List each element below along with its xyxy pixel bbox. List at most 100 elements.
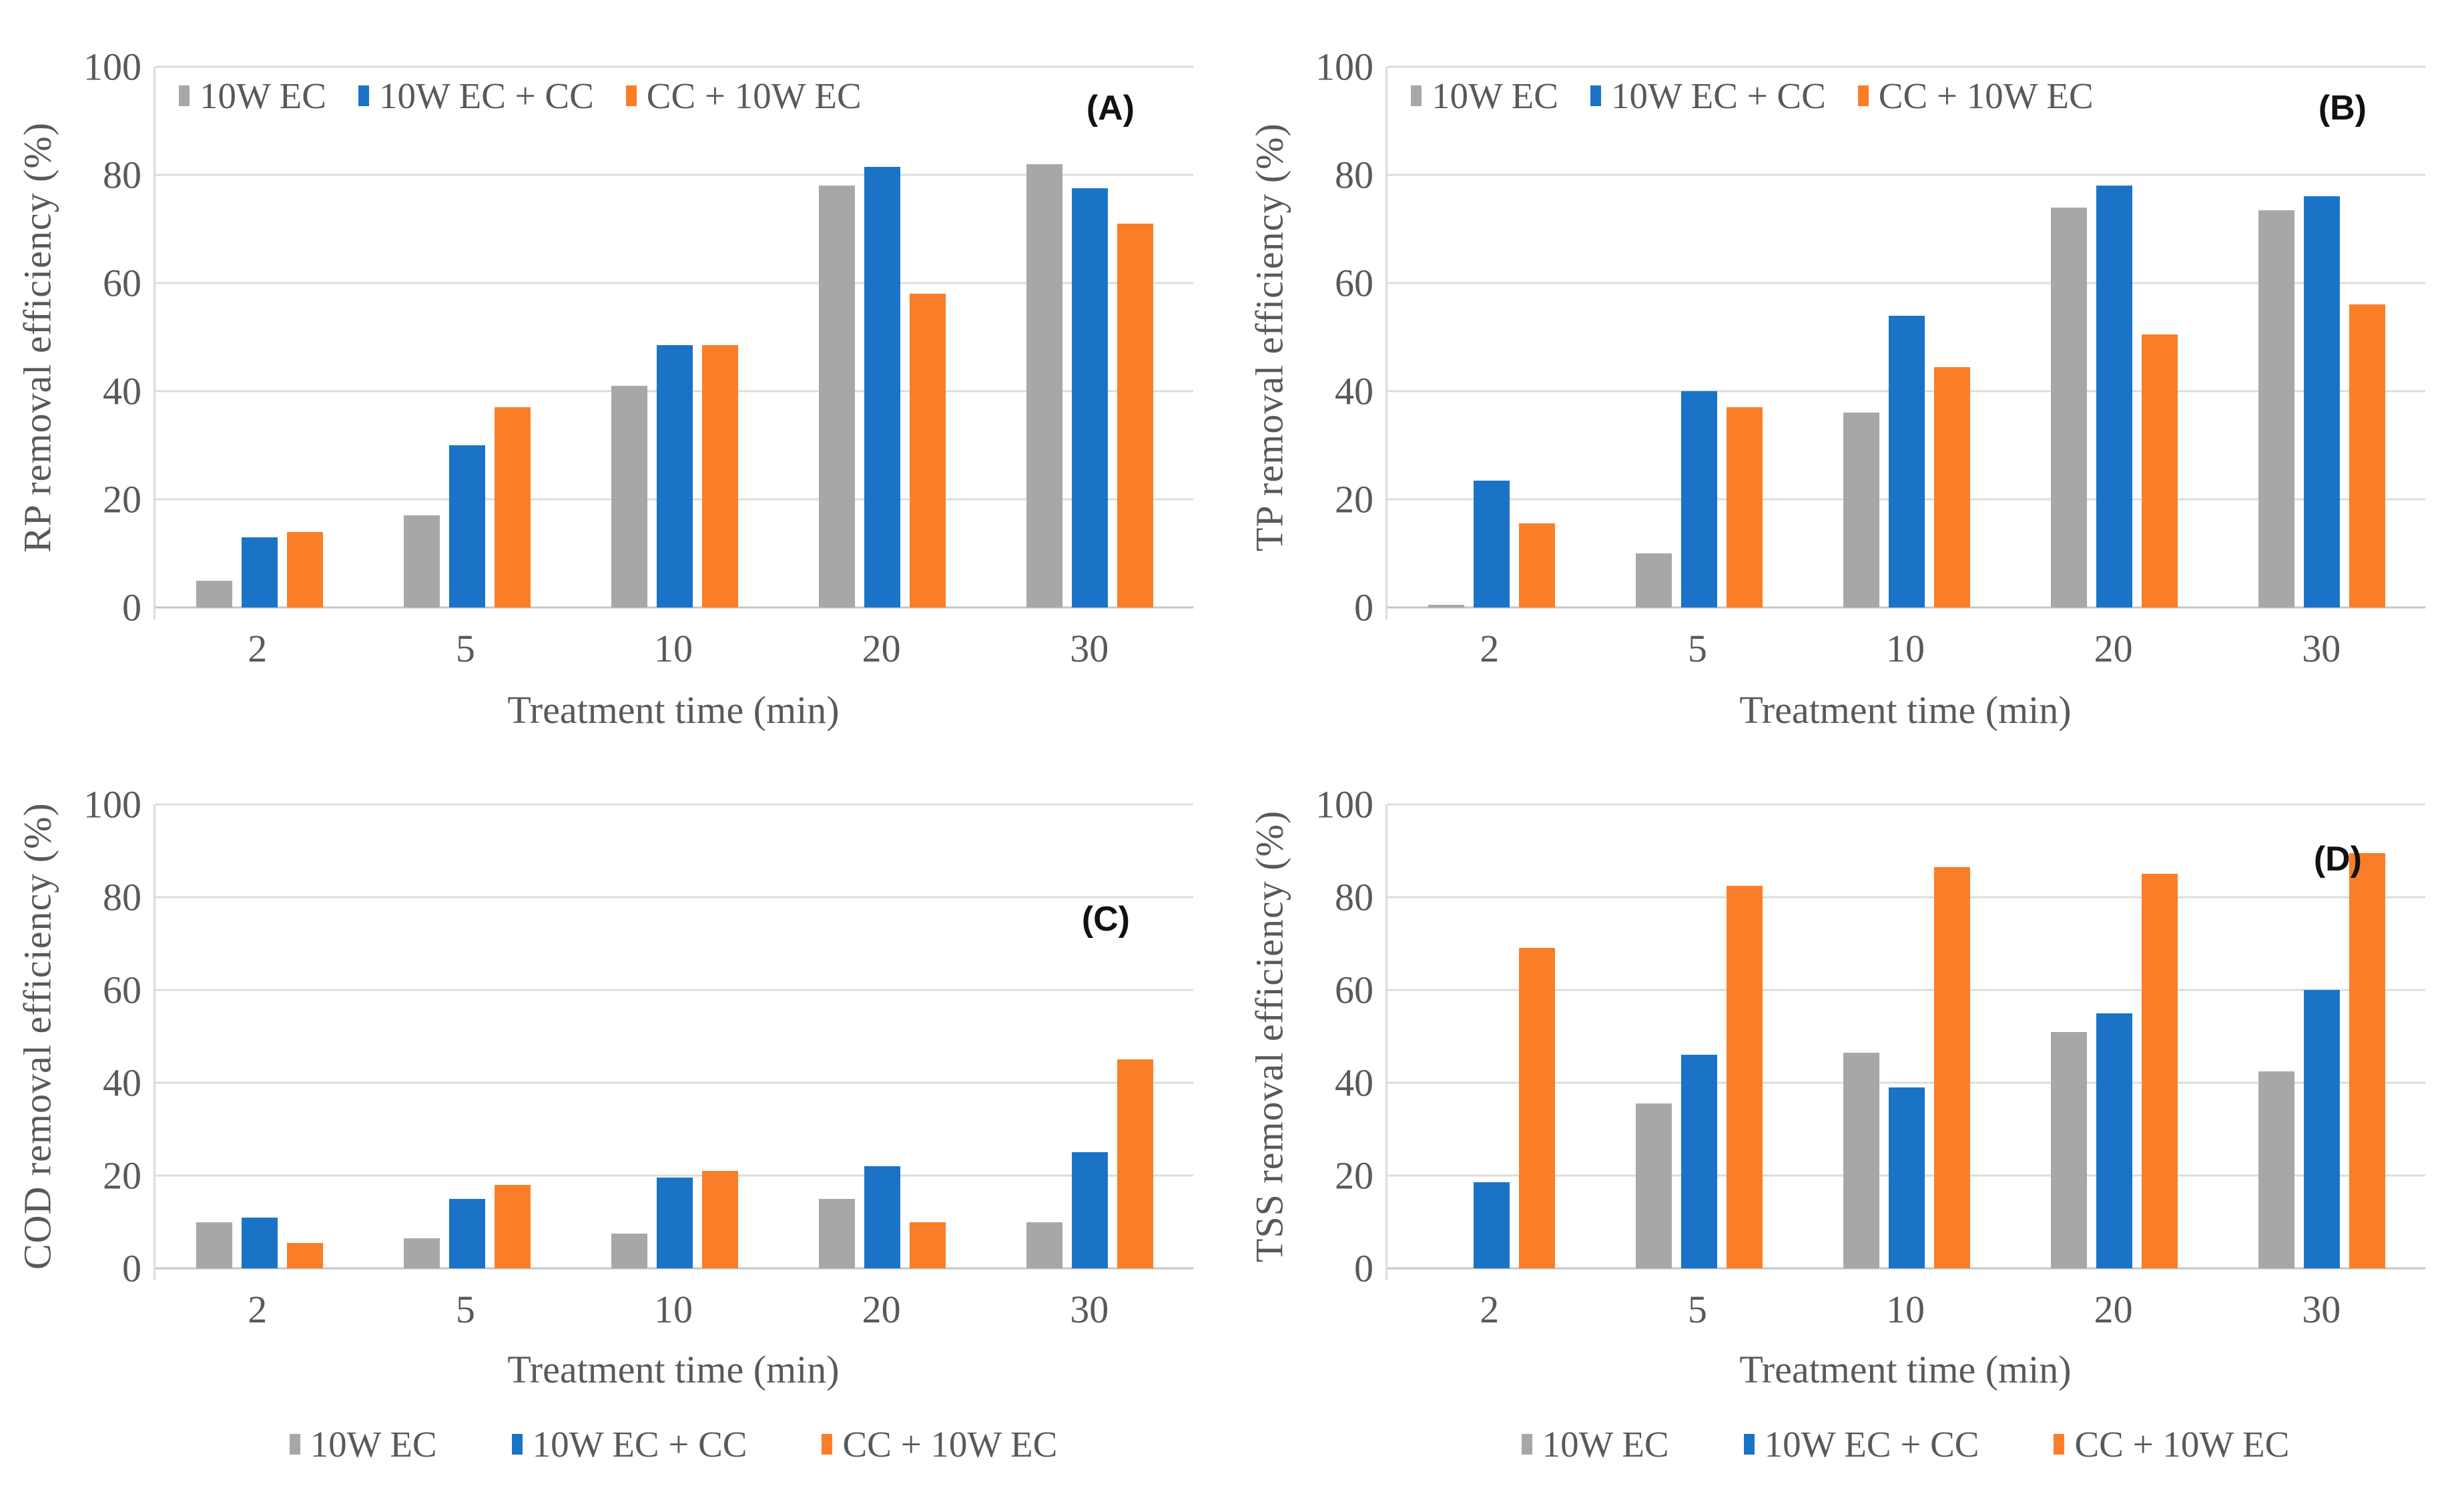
x-axis-tick-labels: 2 5 10 20 30 — [1385, 1287, 2425, 1340]
gridline — [1388, 174, 2425, 176]
x-axis-tick-labels: 2 5 10 20 30 — [153, 1287, 1193, 1340]
bar-group-30-min — [2218, 67, 2425, 607]
bar-groups — [1388, 67, 2425, 607]
bar-group-2-min — [1388, 67, 1595, 607]
bar-10w-ec-cc — [864, 1166, 900, 1268]
x-axis-title: Treatment time (min) — [1739, 1348, 2072, 1391]
legend-label: 10W EC + CC — [378, 75, 594, 116]
bar-group-5-min — [1595, 67, 1803, 607]
x-tick-label: 2 — [1480, 627, 1500, 670]
legend-swatch-gray — [289, 1434, 300, 1455]
x-tick-label: 5 — [455, 627, 475, 670]
legend-swatch-blue — [511, 1434, 523, 1455]
bar-cc-10w-ec — [494, 407, 531, 607]
bar-group-5-min — [1595, 804, 1803, 1268]
bar-10w-ec — [818, 1198, 855, 1268]
bar-group-10-min — [571, 67, 778, 607]
gridline — [156, 174, 1193, 176]
y-tick-label: 80 — [1335, 875, 1373, 919]
bar-10w-ec — [1843, 413, 1879, 607]
chart-panel-b: TP removal efficiency (%) 0 20 40 60 80 100 (B)… — [1232, 0, 2464, 754]
legend: 10W EC 10W EC + CC CC + 10W EC — [1385, 1423, 2425, 1465]
bar-10w-ec-cc — [1680, 1055, 1717, 1268]
x-tick-label: 30 — [2302, 627, 2341, 670]
legend-item-cc-10w-ec: CC + 10W EC — [822, 1423, 1057, 1465]
bar-10w-ec — [2050, 1031, 2087, 1268]
bar-group-20-min — [778, 67, 986, 607]
bar-cc-10w-ec — [2349, 304, 2385, 607]
bar-group-10-min — [1803, 804, 2010, 1268]
gridline — [1388, 65, 2425, 68]
bar-cc-10w-ec — [1518, 523, 1555, 607]
bar-group-5-min — [363, 67, 571, 607]
bar-10w-ec-cc — [2096, 186, 2132, 607]
x-tick-label: 2 — [248, 627, 268, 670]
y-tick-label: 40 — [103, 369, 141, 413]
y-tick-label: 20 — [1335, 477, 1373, 521]
x-tick-label: 10 — [1886, 627, 1925, 670]
bar-10w-ec-cc — [1888, 315, 1925, 607]
gridline — [156, 896, 1193, 899]
bar-cc-10w-ec — [1726, 407, 1763, 607]
bar-10w-ec — [1026, 164, 1062, 607]
gridline — [1388, 896, 2425, 899]
legend-item-10w-ec-cc: 10W EC + CC — [511, 1423, 747, 1465]
bar-group-20-min — [2010, 804, 2218, 1268]
legend-label: 10W EC + CC — [1764, 1424, 1979, 1465]
y-tick-label: 20 — [103, 1154, 141, 1198]
bar-cc-10w-ec — [494, 1184, 531, 1268]
bar-cc-10w-ec — [286, 1242, 323, 1268]
x-tick-label: 2 — [1480, 1288, 1500, 1331]
bar-10w-ec — [2258, 1071, 2294, 1268]
bar-group-30-min — [2218, 804, 2425, 1268]
legend-item-10w-ec: 10W EC — [289, 1423, 437, 1465]
gridline — [156, 803, 1193, 806]
bar-10w-ec-cc — [448, 1198, 485, 1268]
bar-groups — [1388, 804, 2425, 1268]
bar-groups — [156, 804, 1193, 1268]
bar-10w-ec — [1635, 553, 1672, 607]
bar-10w-ec-cc — [1473, 1182, 1510, 1268]
bar-cc-10w-ec — [1117, 223, 1153, 607]
bar-group-10-min — [1803, 67, 2010, 607]
bar-10w-ec-cc — [448, 445, 485, 607]
bar-cc-10w-ec — [701, 345, 738, 607]
plot-area: (B) — [1385, 65, 2425, 619]
bar-10w-ec-cc — [1071, 188, 1108, 607]
bar-10w-ec-cc — [1680, 391, 1717, 607]
bar-10w-ec-cc — [1888, 1087, 1925, 1268]
bar-10w-ec — [196, 580, 232, 607]
x-axis-baseline — [1388, 606, 2425, 609]
legend-swatch-gray — [179, 85, 190, 106]
legend-swatch-blue — [1743, 1434, 1755, 1455]
y-tick-label: 80 — [103, 153, 141, 197]
legend-label: 10W EC — [310, 1424, 437, 1465]
gridline — [1388, 989, 2425, 991]
chart-panel-d: TSS removal efficiency (%) 0 20 40 60 80 100 (D… — [1232, 754, 2464, 1512]
bar-10w-ec — [818, 186, 855, 607]
x-tick-label: 30 — [2302, 1288, 2341, 1331]
bar-cc-10w-ec — [1933, 366, 1970, 607]
bar-cc-10w-ec — [1518, 948, 1555, 1268]
x-tick-label: 20 — [862, 1288, 901, 1331]
bar-cc-10w-ec — [909, 294, 946, 607]
x-tick-label: 20 — [2094, 627, 2133, 670]
bar-10w-ec — [2050, 207, 2087, 607]
plot-area: (C) — [153, 803, 1193, 1280]
x-tick-label: 10 — [1886, 1288, 1925, 1331]
legend: 10W EC 10W EC + CC CC + 10W EC — [153, 1423, 1193, 1465]
legend-item-10w-ec-cc: 10W EC + CC — [1743, 1423, 1979, 1465]
bar-10w-ec — [196, 1222, 232, 1268]
y-tick-label: 60 — [1335, 968, 1373, 1012]
bar-10w-ec — [611, 385, 647, 607]
bar-group-2-min — [156, 804, 363, 1268]
bar-group-2-min — [1388, 804, 1595, 1268]
bar-group-5-min — [363, 804, 571, 1268]
bar-10w-ec-cc — [656, 1178, 693, 1268]
gridline — [1388, 803, 2425, 806]
gridline — [1388, 282, 2425, 284]
y-axis-tick-labels: 0 20 40 60 80 100 — [1232, 45, 1373, 629]
x-tick-label: 20 — [862, 627, 901, 670]
bar-10w-ec-cc — [656, 345, 693, 607]
bar-cc-10w-ec — [701, 1171, 738, 1268]
